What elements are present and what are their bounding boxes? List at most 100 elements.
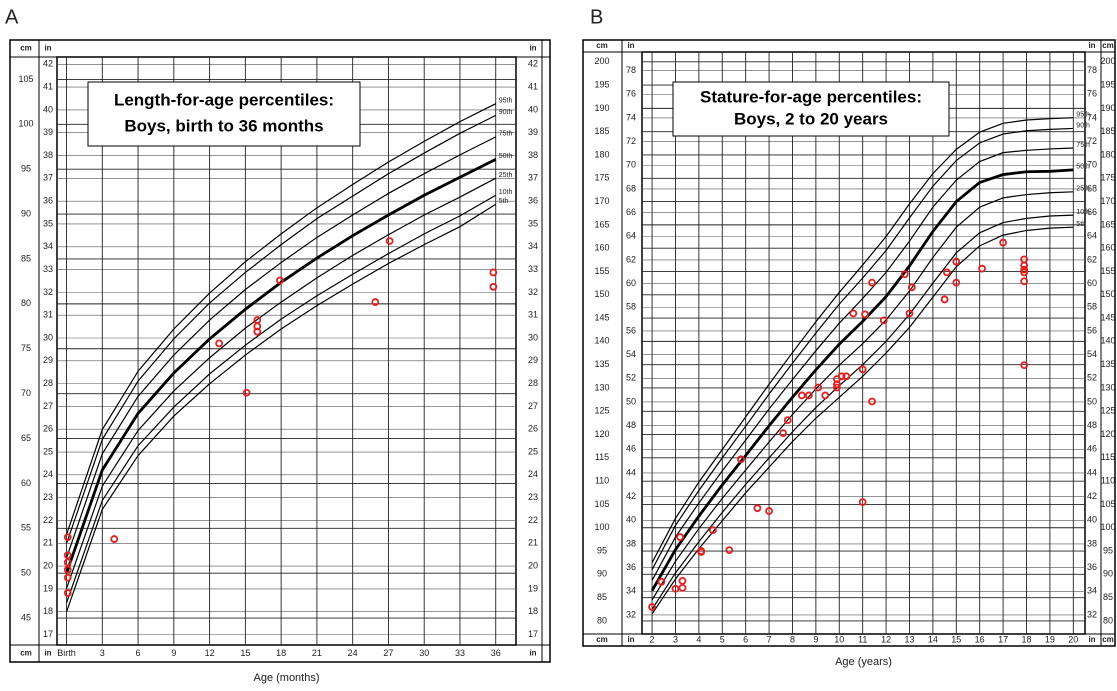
y2-tick-label: 62 <box>1087 254 1097 264</box>
x-tick-label: 14 <box>928 634 938 644</box>
y-tick-label: 95 <box>1103 545 1113 555</box>
y2-tick-label: 64 <box>1087 231 1097 241</box>
data-point <box>999 238 1007 247</box>
data-point <box>783 416 792 425</box>
x-tick-label: 16 <box>975 634 985 644</box>
x-tick-label: 11 <box>858 634 867 644</box>
y2-tick-label: 60 <box>1087 278 1097 288</box>
cm-unit: cm <box>1102 635 1114 644</box>
y-tick-label: 65 <box>21 433 31 443</box>
data-point <box>821 391 830 400</box>
y2-tick-label: 54 <box>1087 349 1097 359</box>
y-tick-label: 130 <box>594 382 609 392</box>
y2-tick-label: 76 <box>626 89 636 99</box>
data-point <box>678 576 687 585</box>
y-tick-label: 170 <box>1100 196 1115 206</box>
y2-tick-label: 35 <box>43 218 53 228</box>
y-tick-label: 105 <box>18 74 33 84</box>
data-point <box>842 372 851 381</box>
data-point <box>849 309 858 318</box>
y-tick-label: 105 <box>594 499 609 509</box>
y-tick-label: 120 <box>594 429 609 439</box>
y2-tick-label: 23 <box>528 492 538 502</box>
x-tick-label: 9 <box>813 634 818 644</box>
y-tick-label: 45 <box>21 612 31 622</box>
x-tick-label: 21 <box>312 648 322 658</box>
data-point <box>678 583 687 592</box>
y2-tick-label: 40 <box>43 104 53 114</box>
y2-tick-label: 78 <box>626 65 636 75</box>
y-tick-label: 125 <box>594 406 609 416</box>
y2-tick-label: 68 <box>626 183 636 193</box>
y-tick-label: 85 <box>1103 592 1113 602</box>
percentile-curve <box>651 147 1074 581</box>
x-tick-label: 10 <box>834 634 844 644</box>
y2-tick-label: 24 <box>528 469 538 479</box>
chart-title: Length-for-age percentiles: <box>114 91 334 110</box>
in-unit: in <box>44 649 51 658</box>
y-tick-label: 195 <box>1100 79 1115 89</box>
percentile-curve <box>651 214 1074 610</box>
x-tick-label: 8 <box>790 634 795 644</box>
y2-tick-label: 34 <box>626 586 636 596</box>
y2-tick-label: 40 <box>626 515 636 525</box>
y-tick-label: 85 <box>21 253 31 263</box>
percentile-label: 95th <box>1076 112 1090 119</box>
y-tick-label: 85 <box>597 592 607 602</box>
y2-tick-label: 38 <box>1087 538 1097 548</box>
cm-unit: cm <box>596 635 608 644</box>
data-point <box>868 278 876 287</box>
data-point <box>837 372 846 381</box>
y-tick-label: 100 <box>18 119 33 129</box>
data-point <box>804 391 813 400</box>
in-unit: in <box>627 41 634 50</box>
percentile-curve <box>65 177 497 589</box>
y2-tick-label: 48 <box>626 420 636 430</box>
y2-tick-label: 22 <box>528 515 538 525</box>
percentile-curve <box>65 194 497 604</box>
y-tick-label: 95 <box>21 164 31 174</box>
y2-tick-label: 40 <box>528 104 538 114</box>
x-tick-label: 13 <box>904 634 914 644</box>
data-point <box>657 577 666 586</box>
data-point <box>63 589 72 597</box>
x-tick-label: 18 <box>276 648 286 658</box>
data-point <box>978 264 986 273</box>
y2-tick-label: 41 <box>43 81 53 91</box>
y2-tick-label: 27 <box>43 401 53 411</box>
x-tick-label: 3 <box>100 648 105 658</box>
y-tick-label: 145 <box>1100 312 1115 322</box>
data-point <box>814 383 823 392</box>
y2-tick-label: 38 <box>528 150 538 160</box>
y2-tick-label: 70 <box>1087 160 1097 170</box>
y-tick-label: 50 <box>21 568 31 578</box>
panel-label: A <box>5 6 19 28</box>
y2-tick-label: 68 <box>1087 183 1097 193</box>
data-point <box>253 327 262 336</box>
y2-tick-label: 29 <box>43 355 53 365</box>
y2-tick-label: 31 <box>43 310 53 320</box>
data-point <box>868 397 876 406</box>
y-tick-label: 175 <box>594 173 609 183</box>
y-tick-label: 140 <box>594 336 609 346</box>
y-tick-label: 105 <box>1100 499 1115 509</box>
y-tick-label: 110 <box>1101 476 1115 486</box>
y-tick-label: 125 <box>1100 406 1115 416</box>
percentile-label: 95th <box>499 98 513 105</box>
percentile-label: 5th <box>1076 221 1086 228</box>
y2-tick-label: 34 <box>528 241 538 251</box>
y2-tick-label: 18 <box>43 606 53 616</box>
y-tick-label: 150 <box>1100 289 1115 299</box>
data-point <box>1020 261 1029 270</box>
data-point <box>371 298 380 306</box>
y2-tick-label: 21 <box>43 538 53 548</box>
percentile-curve <box>651 127 1074 570</box>
data-point <box>940 295 949 304</box>
x-tick-label: 15 <box>951 634 961 644</box>
x-tick-label: 17 <box>998 634 1008 644</box>
y2-tick-label: 24 <box>43 469 53 479</box>
y-tick-label: 95 <box>597 545 607 555</box>
chart-subtitle: Boys, birth to 36 months <box>124 116 323 135</box>
cm-unit: cm <box>20 649 32 658</box>
